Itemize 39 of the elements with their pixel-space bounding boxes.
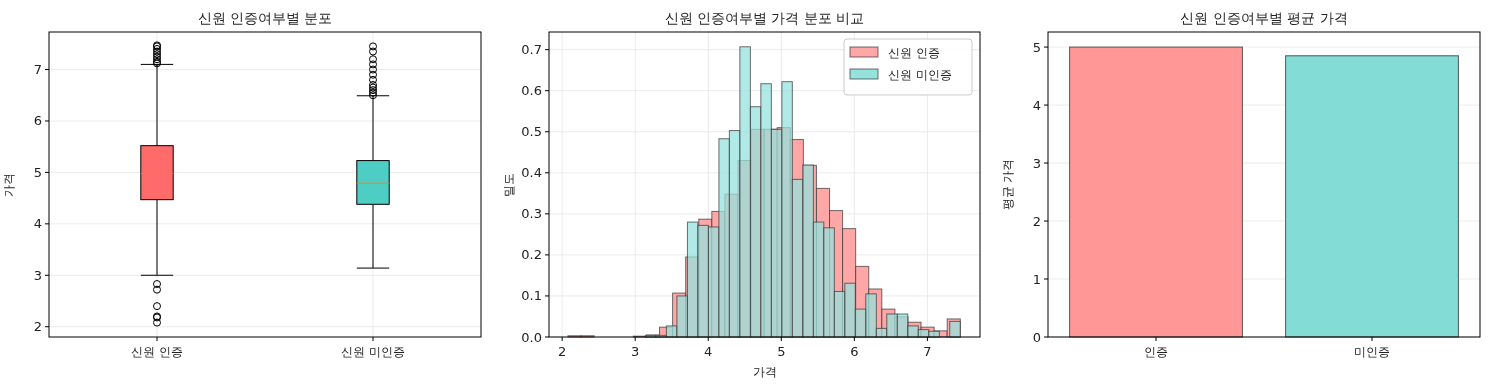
x-tick-label: 신원 미인증: [341, 345, 405, 359]
y-tick-label: 1: [1032, 271, 1041, 287]
x-tick-label: 7: [923, 344, 932, 359]
x-tick-label: 인증: [1144, 345, 1168, 359]
y-axis-title: 가격: [2, 172, 16, 197]
y-tick-label: 0.3: [521, 206, 542, 222]
y-tick-label: 0.5: [521, 124, 542, 140]
chart-title: 신원 인증여부별 분포: [197, 10, 333, 26]
y-tick-label: 0.6: [521, 83, 542, 99]
x-tick-label: 5: [777, 344, 786, 359]
y-tick-label: 2: [1032, 213, 1041, 229]
y-axis-title: 평균 가격: [1001, 158, 1015, 211]
y-tick-label: 5: [33, 164, 42, 180]
y-tick-label: 5: [1032, 39, 1041, 55]
y-tick-label: 0.1: [521, 288, 542, 304]
x-tick-label: 6: [850, 344, 859, 359]
chart-title: 신원 인증여부별 가격 분포 비교: [664, 10, 865, 26]
y-tick-label: 0.0: [521, 329, 542, 345]
y-tick-label: 0: [1032, 329, 1041, 345]
x-tick-label: 3: [631, 344, 640, 359]
y-tick-label: 3: [1032, 155, 1041, 171]
y-tick-label: 2: [33, 319, 42, 335]
x-tick-label: 미인증: [1354, 345, 1390, 359]
y-axis-title: 밀도: [502, 172, 516, 197]
y-tick-label: 4: [33, 216, 42, 232]
y-tick-label: 4: [1032, 97, 1041, 113]
y-tick-label: 6: [33, 113, 42, 129]
y-tick-label: 0.2: [521, 247, 542, 263]
y-tick-label: 7: [33, 62, 42, 78]
legend-label: 신원 인증: [888, 46, 940, 60]
y-tick-label: 3: [33, 267, 42, 283]
x-axis-title: 가격: [752, 365, 777, 379]
chart-title: 신원 인증여부별 평균 가격: [1180, 10, 1348, 26]
x-tick-label: 2: [558, 344, 567, 359]
legend-label: 신원 미인증: [888, 68, 952, 82]
y-tick-label: 0.4: [521, 165, 542, 181]
x-tick-label: 4: [704, 344, 713, 359]
x-tick-label: 신원 인증: [131, 345, 183, 359]
y-tick-label: 0.7: [521, 42, 542, 58]
